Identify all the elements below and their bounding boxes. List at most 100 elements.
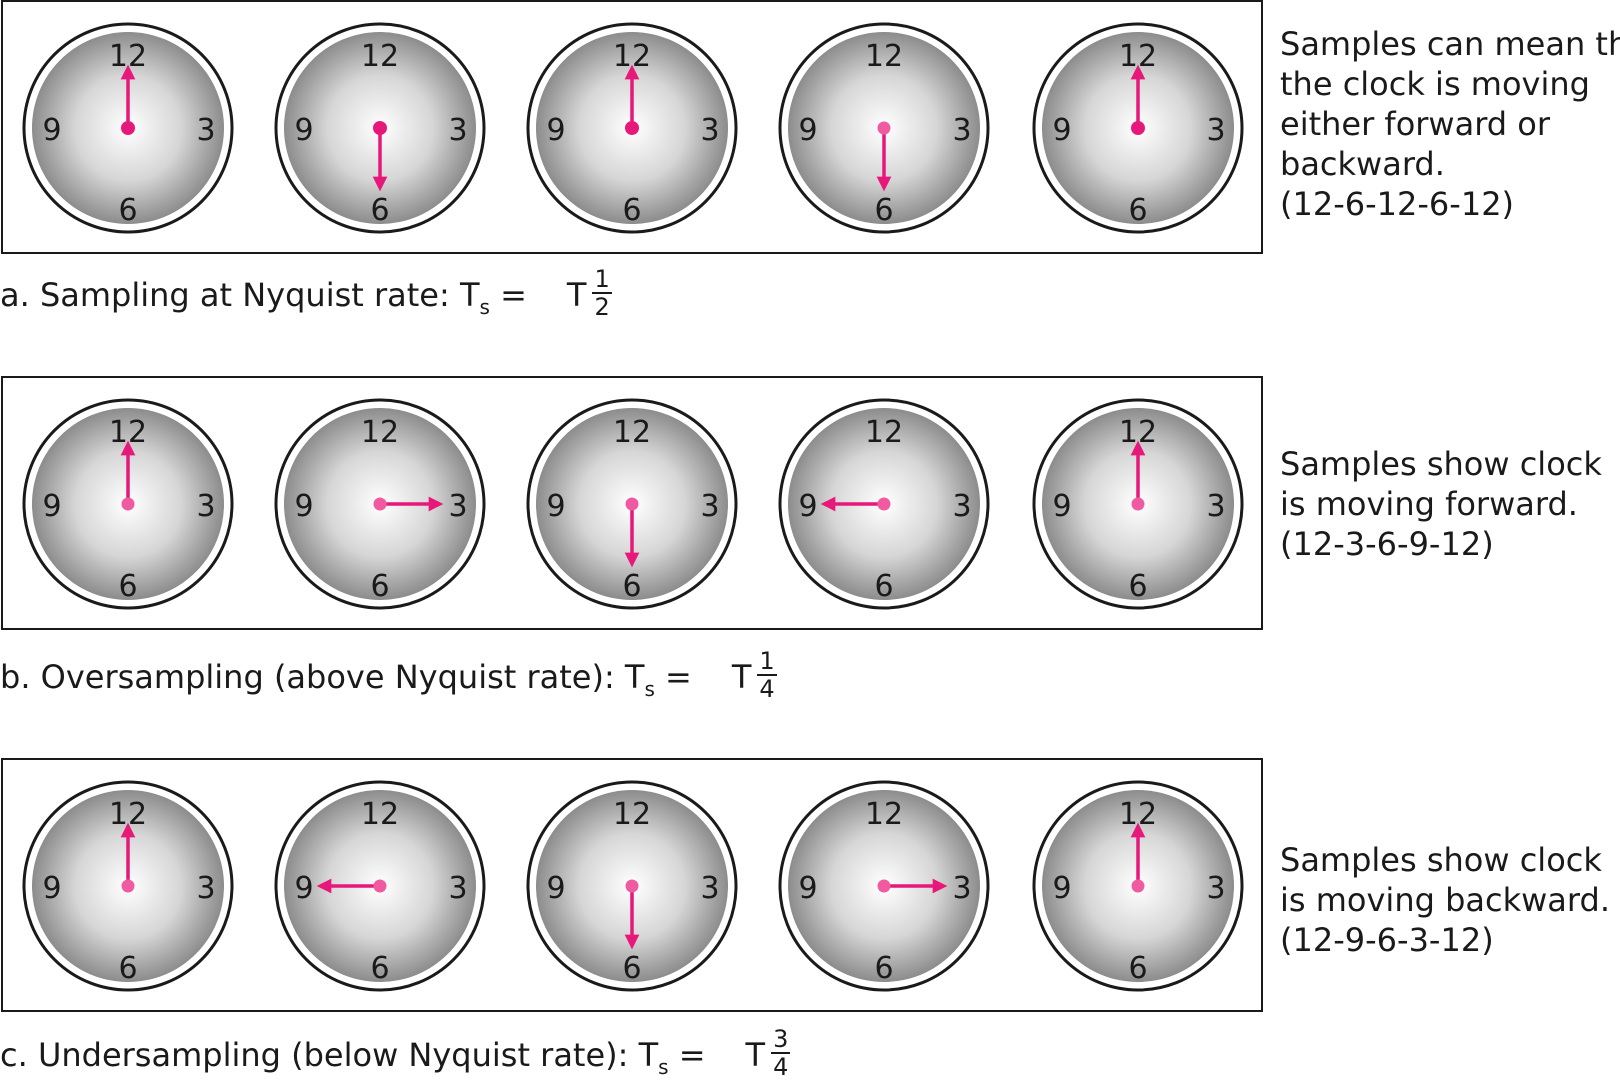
clock-number-12: 12 <box>1119 415 1157 450</box>
clock-hub <box>1131 497 1145 511</box>
fraction-denominator: 2 <box>594 293 610 321</box>
clock-number-9: 9 <box>42 489 61 524</box>
clock-number-6: 6 <box>1128 569 1147 604</box>
clock: 12 3 6 9 <box>274 398 486 610</box>
description-line: (12-6-12-6-12) <box>1280 185 1515 223</box>
description-line: the clock is moving <box>1280 65 1590 103</box>
clocks-row: 12 3 6 9 12 3 6 9 12 3 6 9 12 3 6 9 12 3 6 9 <box>22 22 1244 234</box>
clock-hub <box>1131 121 1145 135</box>
clock-number-6: 6 <box>622 569 641 604</box>
clock-number-3: 3 <box>1206 871 1225 906</box>
clock-number-3: 3 <box>196 113 215 148</box>
clock-number-3: 3 <box>448 489 467 524</box>
clock-hub <box>121 497 135 511</box>
clocks-row: 12 3 6 9 12 3 6 9 12 3 6 9 12 3 6 9 12 3 6 9 <box>22 780 1244 992</box>
clock-number-3: 3 <box>952 871 971 906</box>
clocks-row: 12 3 6 9 12 3 6 9 12 3 6 9 12 3 6 9 12 3 6 9 <box>22 398 1244 610</box>
panel-b: 12 3 6 9 12 3 6 9 12 3 6 9 12 3 6 9 12 3 6 9 Samples show c… <box>0 376 1620 636</box>
clock-number-3: 3 <box>700 489 719 524</box>
clock-number-12: 12 <box>865 39 903 74</box>
clock-hub <box>121 121 135 135</box>
clock-number-6: 6 <box>1128 951 1147 986</box>
clock-number-3: 3 <box>1206 113 1225 148</box>
clock-hub <box>877 879 891 893</box>
fraction-numerator: 1 <box>592 265 612 294</box>
panel-description: Samples can mean that the clock is movin… <box>1280 24 1620 224</box>
fraction-denominator: 4 <box>773 1053 789 1081</box>
caption-a: a. Sampling at Nyquist rate: Ts = T 1 2 <box>0 266 612 330</box>
clock-number-3: 3 <box>952 489 971 524</box>
clock-number-12: 12 <box>109 797 147 832</box>
clock-hub <box>121 879 135 893</box>
clock: 12 3 6 9 <box>1032 780 1244 992</box>
clock-number-12: 12 <box>361 39 399 74</box>
caption-equals: = <box>489 276 527 314</box>
panel-c: 12 3 6 9 12 3 6 9 12 3 6 9 12 3 6 9 12 3 6 9 Samples show c… <box>0 758 1620 1018</box>
clock: 12 3 6 9 <box>274 22 486 234</box>
clock-hub <box>625 121 639 135</box>
panel-description: Samples show clock is moving forward. (1… <box>1280 444 1602 564</box>
caption-period-symbol: T <box>745 1036 766 1074</box>
clock-number-6: 6 <box>118 951 137 986</box>
clock-number-12: 12 <box>109 39 147 74</box>
clock-number-3: 3 <box>700 113 719 148</box>
caption-subscript: s <box>644 677 655 701</box>
clock-number-3: 3 <box>448 113 467 148</box>
description-line: is moving backward. <box>1280 881 1610 919</box>
caption-text: a. Sampling at Nyquist rate: T <box>0 276 480 314</box>
clock-number-6: 6 <box>1128 193 1147 228</box>
clock-number-9: 9 <box>294 871 313 906</box>
clock: 12 3 6 9 <box>526 398 738 610</box>
clock-number-3: 3 <box>448 871 467 906</box>
clock-number-9: 9 <box>294 489 313 524</box>
clock-hub <box>373 121 387 135</box>
panel-frame <box>1 376 1263 630</box>
clock-number-6: 6 <box>370 193 389 228</box>
description-line: is moving forward. <box>1280 485 1578 523</box>
clock-number-12: 12 <box>361 797 399 832</box>
clock-number-6: 6 <box>874 951 893 986</box>
clock-number-9: 9 <box>798 489 817 524</box>
panel-description: Samples show clock is moving backward. (… <box>1280 840 1610 960</box>
panel-frame <box>1 0 1263 254</box>
caption-period-symbol: T <box>731 658 752 696</box>
clock-number-9: 9 <box>1052 489 1071 524</box>
clock: 12 3 6 9 <box>22 398 234 610</box>
clock-number-9: 9 <box>546 489 565 524</box>
clock: 12 3 6 9 <box>778 398 990 610</box>
description-line: backward. <box>1280 145 1445 183</box>
clock-number-6: 6 <box>370 569 389 604</box>
clock-number-3: 3 <box>1206 489 1225 524</box>
clock-number-12: 12 <box>613 797 651 832</box>
clock: 12 3 6 9 <box>274 780 486 992</box>
clock-number-3: 3 <box>952 113 971 148</box>
clock-number-12: 12 <box>865 415 903 450</box>
clock-number-12: 12 <box>613 415 651 450</box>
clock-hub <box>625 879 639 893</box>
clock-number-9: 9 <box>1052 113 1071 148</box>
clock-number-12: 12 <box>1119 797 1157 832</box>
description-line: (12-3-6-9-12) <box>1280 525 1494 563</box>
clock-number-12: 12 <box>109 415 147 450</box>
clock-number-12: 12 <box>865 797 903 832</box>
clock-hub <box>1131 879 1145 893</box>
fraction-numerator: 1 <box>757 647 777 676</box>
caption-equals: = <box>654 658 692 696</box>
description-line: Samples show clock <box>1280 841 1602 879</box>
clock-number-6: 6 <box>622 193 641 228</box>
caption-equals: = <box>668 1036 706 1074</box>
clock: 12 3 6 9 <box>778 22 990 234</box>
clock-number-9: 9 <box>42 113 61 148</box>
clock: 12 3 6 9 <box>1032 22 1244 234</box>
clock-number-9: 9 <box>546 113 565 148</box>
clock-hub <box>373 879 387 893</box>
clock-number-6: 6 <box>118 193 137 228</box>
clock: 12 3 6 9 <box>526 780 738 992</box>
caption-period-symbol: T <box>566 276 587 314</box>
description-line: (12-9-6-3-12) <box>1280 921 1494 959</box>
caption-subscript: s <box>658 1055 669 1079</box>
clock-number-9: 9 <box>294 113 313 148</box>
clock-number-6: 6 <box>370 951 389 986</box>
